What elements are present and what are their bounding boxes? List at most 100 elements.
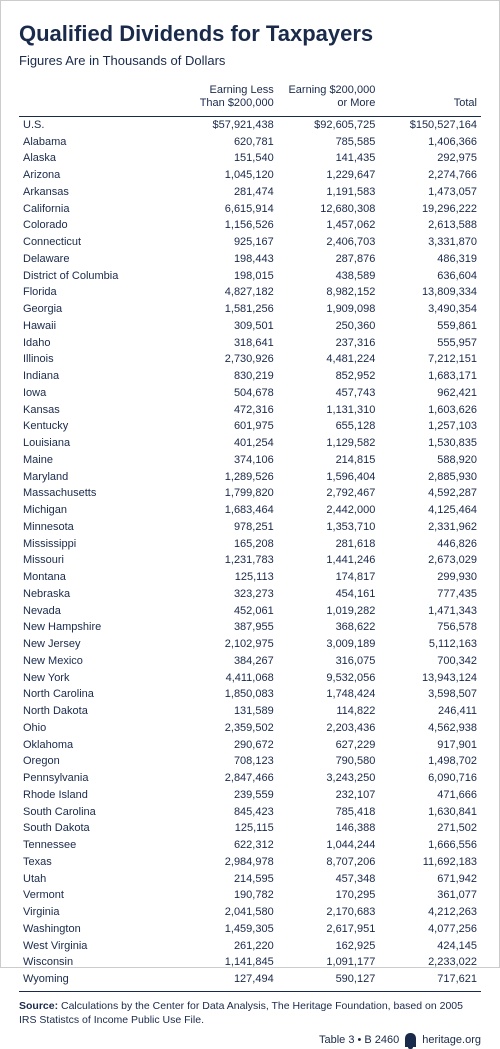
table-row: Washington1,459,3052,617,9514,077,256 [19,921,481,938]
table-cell: 4,411,068 [167,670,278,687]
table-cell: 3,243,250 [278,771,380,788]
table-cell: Hawaii [19,318,167,335]
table-cell: Nevada [19,603,167,620]
table-cell: Connecticut [19,235,167,252]
table-cell: 700,342 [379,653,481,670]
table-cell: 309,501 [167,318,278,335]
table-cell: Nebraska [19,586,167,603]
table-cell: 852,952 [278,369,380,386]
table-cell: District of Columbia [19,268,167,285]
table-row: Pennsylvania2,847,4663,243,2506,090,716 [19,771,481,788]
table-cell: 655,128 [278,419,380,436]
table-cell: New Mexico [19,653,167,670]
table-cell: 457,348 [278,871,380,888]
table-cell: 777,435 [379,586,481,603]
table-row: Arkansas281,4741,191,5831,473,057 [19,184,481,201]
table-cell: 1,353,710 [278,519,380,536]
table-cell: Alaska [19,151,167,168]
table-cell: 162,925 [278,938,380,955]
table-cell: 671,942 [379,871,481,888]
table-cell: Kentucky [19,419,167,436]
table-cell: 19,296,222 [379,201,481,218]
table-row: Idaho318,641237,316555,957 [19,335,481,352]
table-cell: Ohio [19,720,167,737]
table-cell: 12,680,308 [278,201,380,218]
table-row: Hawaii309,501250,360559,861 [19,318,481,335]
table-cell: 2,617,951 [278,921,380,938]
table-cell: 588,920 [379,452,481,469]
table-cell: 424,145 [379,938,481,955]
table-cell: 1,019,282 [278,603,380,620]
table-cell: 3,598,507 [379,687,481,704]
table-cell: 170,295 [278,888,380,905]
table-row: Virginia2,041,5802,170,6834,212,263 [19,905,481,922]
table-cell: 1,229,647 [278,168,380,185]
table-cell: 4,592,287 [379,486,481,503]
table-cell: 1,044,244 [278,838,380,855]
table-cell: 2,233,022 [379,955,481,972]
table-row: Massachusetts1,799,8202,792,4674,592,287 [19,486,481,503]
table-cell: 9,532,056 [278,670,380,687]
table-row: Utah214,595457,348671,942 [19,871,481,888]
bell-icon [405,1033,416,1047]
table-header-cell: Total [379,82,481,117]
table-row: Alabama620,781785,5851,406,366 [19,134,481,151]
table-cell: 438,589 [278,268,380,285]
table-cell: Mississippi [19,536,167,553]
table-cell: Arkansas [19,184,167,201]
table-cell: Idaho [19,335,167,352]
table-cell: 299,930 [379,570,481,587]
table-cell: 1,666,556 [379,838,481,855]
table-cell: 11,692,183 [379,854,481,871]
table-cell: Wyoming [19,972,167,992]
table-cell: 452,061 [167,603,278,620]
table-cell: 627,229 [278,737,380,754]
table-row: Georgia1,581,2561,909,0983,490,354 [19,302,481,319]
table-cell: Louisiana [19,436,167,453]
table-cell: 845,423 [167,804,278,821]
table-row: Indiana830,219852,9521,683,171 [19,369,481,386]
table-cell: West Virginia [19,938,167,955]
table-cell: 1,471,343 [379,603,481,620]
table-cell: 387,955 [167,620,278,637]
table-cell: 962,421 [379,385,481,402]
table-row: North Carolina1,850,0831,748,4243,598,50… [19,687,481,704]
table-row: Oregon708,123790,5801,498,702 [19,754,481,771]
table-cell: Kansas [19,402,167,419]
table-cell: 978,251 [167,519,278,536]
table-cell: 250,360 [278,318,380,335]
table-row: California6,615,91412,680,30819,296,222 [19,201,481,218]
table-cell: Maryland [19,469,167,486]
table-cell: 1,257,103 [379,419,481,436]
table-cell: 2,673,029 [379,553,481,570]
table-cell: 3,331,870 [379,235,481,252]
table-cell: 1,799,820 [167,486,278,503]
table-cell: Oklahoma [19,737,167,754]
table-cell: 2,274,766 [379,168,481,185]
table-row: Delaware198,443287,876486,319 [19,251,481,268]
table-cell: 261,220 [167,938,278,955]
table-cell: 1,630,841 [379,804,481,821]
table-cell: 1,530,835 [379,436,481,453]
table-cell: South Carolina [19,804,167,821]
table-cell: Oregon [19,754,167,771]
table-cell: 1,131,310 [278,402,380,419]
table-cell: 401,254 [167,436,278,453]
table-cell: Arizona [19,168,167,185]
table-row: Nevada452,0611,019,2821,471,343 [19,603,481,620]
table-row: Minnesota978,2511,353,7102,331,962 [19,519,481,536]
table-cell: Washington [19,921,167,938]
table-cell: Alabama [19,134,167,151]
page-title: Qualified Dividends for Taxpayers [19,21,481,47]
table-cell: 717,621 [379,972,481,992]
table-cell: 131,589 [167,704,278,721]
table-cell: Tennessee [19,838,167,855]
table-row: Wisconsin1,141,8451,091,1772,233,022 [19,955,481,972]
table-cell: 2,613,588 [379,218,481,235]
table-cell: 281,474 [167,184,278,201]
table-cell: 190,782 [167,888,278,905]
table-cell: 486,319 [379,251,481,268]
table-cell: 141,435 [278,151,380,168]
table-cell: 1,603,626 [379,402,481,419]
table-cell: 4,125,464 [379,503,481,520]
